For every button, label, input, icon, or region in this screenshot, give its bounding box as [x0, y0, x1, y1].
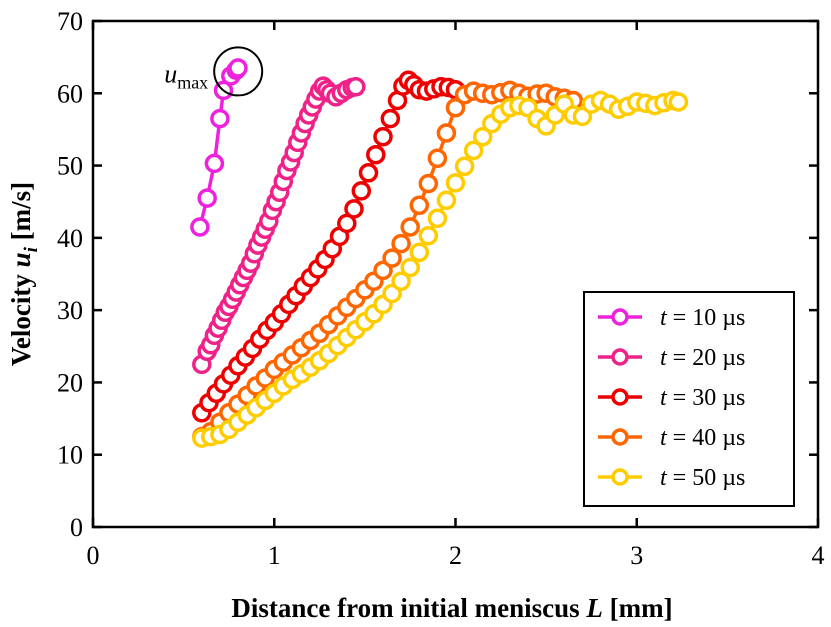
- y-axis-title: Velocity ui [m/s]: [6, 182, 42, 366]
- y-tick-label: 0: [70, 513, 83, 542]
- series-4-point: [427, 148, 448, 169]
- series-5-point: [418, 225, 439, 246]
- max-annotation-label: umax: [164, 59, 208, 92]
- series-5-point: [463, 140, 484, 161]
- series-1-point: [190, 217, 210, 237]
- y-tick-label: 70: [57, 7, 83, 36]
- series-3-point: [351, 181, 372, 201]
- legend-label: t = 50 µs: [660, 465, 745, 491]
- annotation-layer: umax: [164, 46, 264, 97]
- legend-entry-3: t = 30 µs: [598, 385, 745, 411]
- series-5-point: [427, 208, 448, 229]
- legend-entry-2: t = 20 µs: [598, 345, 745, 371]
- series-5-point: [472, 126, 493, 147]
- series-5-point: [400, 257, 420, 278]
- series-5-point: [445, 173, 466, 193]
- series-4-point: [391, 233, 411, 254]
- series-1-point: [228, 58, 248, 78]
- x-tick-label: 3: [630, 541, 643, 570]
- x-tick-label: 2: [449, 541, 462, 570]
- series-5-point: [454, 156, 475, 177]
- series-3-point: [373, 126, 393, 147]
- y-tick-label: 10: [57, 441, 83, 470]
- legend-label: t = 30 µs: [660, 385, 745, 411]
- x-tick-label: 1: [268, 541, 281, 570]
- legend-swatch-marker: [611, 348, 629, 366]
- series-1: [190, 58, 248, 237]
- series-5-point: [391, 271, 411, 291]
- series-3-point: [344, 199, 364, 219]
- series-3-point: [380, 108, 401, 129]
- series-1-point: [204, 153, 225, 174]
- series-2-point: [346, 77, 366, 97]
- y-tick-label: 40: [57, 224, 83, 253]
- max-marker-circle: [213, 46, 264, 97]
- legend-swatch-marker: [611, 468, 629, 486]
- series-5-point: [668, 92, 689, 112]
- y-tick-label: 50: [57, 152, 83, 181]
- series-3-point: [366, 144, 386, 165]
- series-4-point: [418, 173, 439, 194]
- series-5-point: [436, 190, 457, 211]
- legend-swatch-marker: [611, 388, 629, 406]
- series-3-point: [358, 163, 379, 183]
- series-4-point: [382, 248, 402, 268]
- legend-label: t = 10 µs: [660, 305, 745, 331]
- series-1-point: [197, 188, 217, 208]
- x-tick-label: 4: [812, 541, 825, 570]
- y-tick-label: 20: [57, 368, 83, 397]
- legend: t = 10 µs t = 20 µs t = 30 µs t = 40 µs t = …: [583, 291, 795, 507]
- legend-swatch-marker: [611, 428, 629, 446]
- x-tick-label: 0: [87, 541, 100, 570]
- y-tick-label: 30: [57, 296, 83, 325]
- x-axis-title: Distance from initial meniscus L [mm]: [231, 593, 672, 623]
- series-4-point: [409, 195, 430, 216]
- legend-entry-1: t = 10 µs: [598, 305, 745, 331]
- series-5: [192, 90, 689, 448]
- series-5-point: [409, 242, 430, 263]
- legend-entry-4: t = 40 µs: [598, 425, 745, 451]
- series-3: [192, 70, 466, 423]
- legend-label: t = 40 µs: [660, 425, 745, 451]
- y-tick-label: 60: [57, 79, 83, 108]
- legend-entry-5: t = 50 µs: [598, 465, 745, 491]
- series-4-point: [445, 97, 466, 118]
- series-1-point: [210, 108, 230, 129]
- legend-label: t = 20 µs: [660, 345, 745, 371]
- series-4-point: [436, 123, 457, 143]
- series-layer: [190, 58, 689, 448]
- series-4-point: [400, 217, 420, 237]
- series-2: [192, 76, 366, 375]
- legend-swatch-marker: [611, 308, 629, 326]
